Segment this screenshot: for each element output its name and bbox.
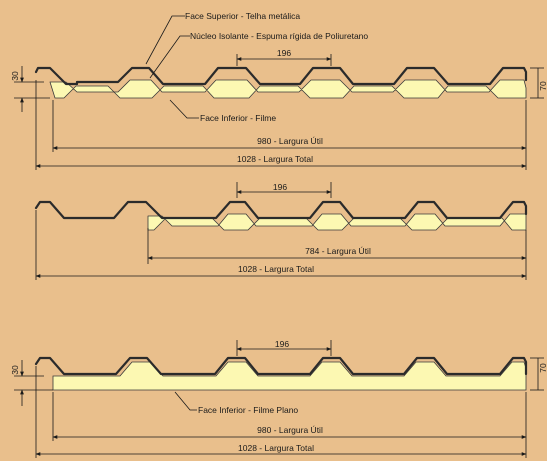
panel-2-width-total: 1028 - Largura Total [238, 264, 314, 274]
panel-1-width-total: 1028 - Largura Total [237, 154, 313, 164]
panel-3-steel-sheet [34, 356, 528, 376]
panel-2-foam-core [147, 213, 527, 231]
panel-2-pitch-value: 196 [273, 182, 287, 192]
panel-1-height-right: 70 [538, 81, 547, 91]
panel-3-foam-core [52, 361, 527, 391]
panel-1-steel-sheet [34, 66, 528, 86]
panel-1-foam-core [49, 79, 527, 99]
panel-3-width-total: 1028 - Largura Total [238, 443, 314, 453]
panel-1-height-left: 30 [10, 71, 20, 81]
panel-1: 196 Face Superior - Telha metálica Núcle… [10, 11, 547, 170]
panel-2-steel-sheet [34, 200, 528, 220]
panel-2: 196 784 - Largura Útil 1028 - Largura To… [34, 182, 528, 280]
face-inferior-leader [169, 99, 199, 119]
panel-1-width-util: 980 - Largura Útil [257, 136, 323, 146]
panel-3-height-right: 70 [538, 363, 547, 373]
face-superior-leader [145, 15, 185, 65]
nucleo-leader [149, 35, 190, 79]
panel-3-width-util: 980 - Largura Útil [257, 425, 323, 435]
panel-1-pitch-value: 196 [277, 48, 291, 58]
face-inferior-label: Face Inferior - Filme [200, 113, 276, 123]
panel-3-height-left: 30 [10, 365, 20, 375]
face-inferior-plano-label: Face Inferior - Filme Plano [198, 405, 298, 415]
nucleo-label: Núcleo Isolante - Espuma rígida de Poliu… [190, 31, 368, 41]
face-inferior-plano-leader [174, 391, 197, 411]
panel-3: 196 30 70 Face Inferior - Filme Plano 98… [10, 339, 547, 458]
face-superior-label: Face Superior - Telha metálica [185, 11, 300, 21]
panel-3-pitch-value: 196 [275, 339, 289, 349]
panel-2-width-util: 784 - Largura Útil [305, 246, 371, 256]
